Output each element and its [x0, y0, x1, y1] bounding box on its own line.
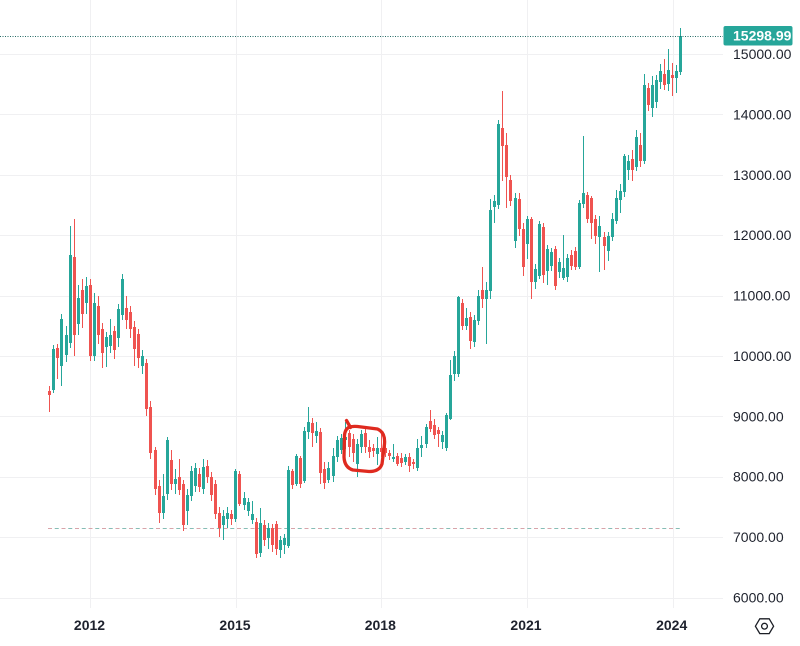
svg-text:2018: 2018: [365, 617, 396, 633]
svg-text:7000.00: 7000.00: [733, 529, 784, 545]
svg-text:6000.00: 6000.00: [733, 590, 784, 606]
svg-text:15298.99: 15298.99: [733, 28, 792, 44]
svg-text:13000.00: 13000.00: [733, 167, 792, 183]
svg-text:10000.00: 10000.00: [733, 348, 792, 364]
svg-text:11000.00: 11000.00: [733, 288, 791, 304]
svg-text:12000.00: 12000.00: [733, 227, 792, 243]
svg-text:14000.00: 14000.00: [733, 106, 792, 122]
svg-text:9000.00: 9000.00: [733, 408, 784, 424]
svg-text:2021: 2021: [510, 617, 541, 633]
svg-text:2015: 2015: [219, 617, 250, 633]
svg-text:2024: 2024: [656, 617, 687, 633]
svg-text:15000.00: 15000.00: [733, 46, 792, 62]
svg-text:8000.00: 8000.00: [733, 469, 784, 485]
svg-text:2012: 2012: [74, 617, 105, 633]
